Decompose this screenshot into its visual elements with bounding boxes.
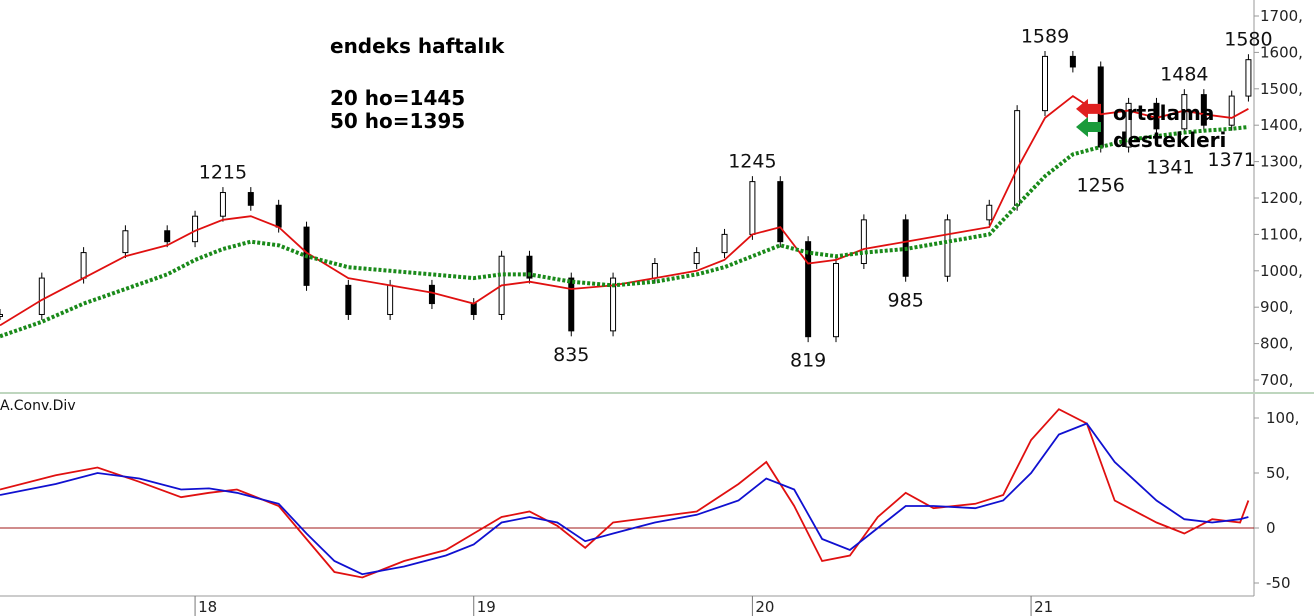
price-tick-label: 1200,: [1260, 189, 1303, 207]
peak-label: 819: [790, 350, 826, 372]
price-candle-body: [38, 277, 45, 315]
price-tick-label: 1700,: [1260, 7, 1303, 25]
peak-label: 1256: [1077, 175, 1125, 197]
price-tick-label: 1600,: [1260, 43, 1303, 61]
price-tick-label: 1100,: [1260, 225, 1303, 243]
price-candle-body: [122, 230, 129, 254]
ma20-line: [0, 94, 1249, 327]
price-tick-label: 800,: [1260, 335, 1293, 353]
price-candle-body: [1125, 102, 1132, 148]
price-candle-body: [1200, 94, 1207, 126]
peak-label: 1484: [1160, 64, 1208, 86]
macd-tick-label: 100,: [1266, 409, 1299, 427]
side-annotation-line1: ortalama: [1113, 101, 1214, 125]
price-candle-body: [219, 192, 226, 217]
price-tick-label: 1500,: [1260, 80, 1303, 98]
price-candle-body: [1153, 102, 1160, 130]
price-candle-body: [164, 230, 171, 243]
price-candle-body: [0, 313, 3, 317]
price-candle-body: [610, 277, 617, 332]
price-candle-body: [247, 192, 254, 206]
price-candle-body: [833, 263, 839, 338]
price-candle-body: [1042, 55, 1048, 112]
peak-label: 1341: [1146, 156, 1194, 178]
price-tick-label: 1400,: [1260, 116, 1303, 134]
ma-support-arrow: [1076, 117, 1101, 138]
ma50-note: 50 ho=1395: [330, 109, 465, 133]
price-tick-label: 1300,: [1260, 153, 1303, 171]
price-candle-body: [192, 215, 199, 243]
price-candle-body: [651, 263, 658, 279]
peak-label: 1215: [199, 162, 247, 184]
price-tick-label: 1000,: [1260, 262, 1303, 280]
time-tick-label: 21: [1034, 598, 1053, 616]
peak-label: 1580: [1224, 29, 1272, 51]
price-candle-body: [777, 181, 784, 243]
price-candle-body: [1228, 95, 1235, 126]
side-annotation-line2: destekleri: [1113, 128, 1226, 152]
ma50-line: [0, 125, 1249, 339]
price-tick-label: 900,: [1260, 298, 1293, 316]
price-plot: 1215 835 1245 819 985 1589 1256 1484 1341 1580 137…: [0, 25, 1273, 372]
price-candle-body: [749, 181, 756, 235]
chart-title: endeks haftalık: [330, 34, 505, 58]
price-candle-body: [345, 284, 352, 315]
peak-label: 1245: [728, 151, 776, 173]
price-candle-body: [986, 204, 993, 221]
time-tick-label: 19: [477, 598, 496, 616]
ma20-note: 20 ho=1445: [330, 86, 465, 110]
macd-panel-title: A.Conv.Div: [0, 398, 76, 414]
peak-label: 1371: [1208, 149, 1256, 171]
price-candle-body: [387, 284, 394, 315]
price-candle-body: [526, 255, 533, 279]
price-candle-body: [1245, 59, 1252, 97]
price-candle-body: [275, 204, 282, 228]
price-tick-label: 700,: [1260, 371, 1293, 389]
macd-tick-label: -50: [1266, 574, 1291, 592]
price-tick-group: 1700, 1600, 1500, 1400, 1300, 1200, 1100, 1000,…: [1254, 7, 1303, 389]
ma-support-arrow: [1076, 98, 1101, 119]
macd-tick-label: 50,: [1266, 464, 1290, 482]
price-candle-body: [693, 252, 700, 265]
price-candle-body: [944, 219, 951, 277]
price-candle-body: [805, 241, 812, 338]
price-candle-body: [568, 277, 575, 332]
price-candle-body: [1069, 55, 1076, 68]
price-candle-body: [80, 252, 87, 279]
peak-label: 835: [553, 344, 589, 366]
price-candle-body: [721, 233, 728, 254]
time-tick-label: 18: [198, 598, 217, 616]
peak-label: 985: [888, 289, 924, 311]
macd-tick-label: 0: [1266, 519, 1276, 537]
peak-label: 1589: [1021, 25, 1069, 47]
signal-line: [0, 422, 1249, 576]
time-tick-label: 20: [755, 598, 774, 616]
macd-plot: 100, 50, 0 -50: [0, 408, 1299, 592]
price-candle-body: [428, 284, 435, 305]
price-candle-body: [1014, 110, 1021, 206]
price-candle-body: [470, 303, 477, 315]
price-candle-body: [860, 219, 867, 265]
x-axis: 18 19 20 21: [194, 596, 1053, 616]
